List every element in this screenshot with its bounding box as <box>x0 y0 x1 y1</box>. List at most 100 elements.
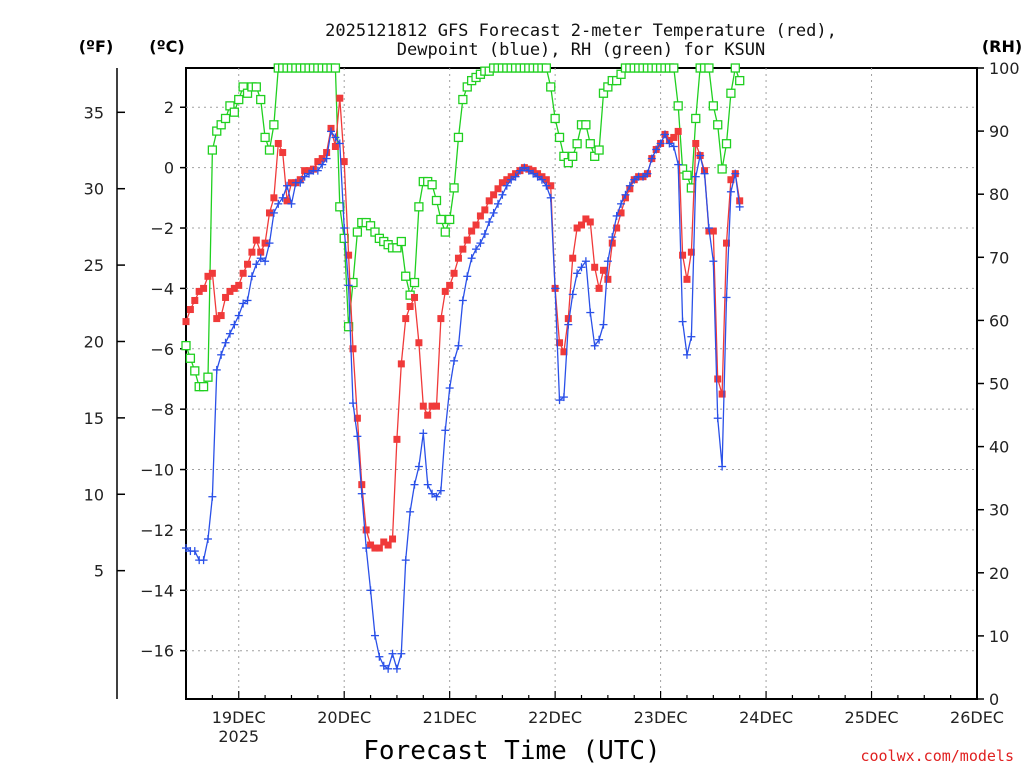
rh-point <box>181 340 191 351</box>
temperature-point <box>367 541 375 549</box>
dewpoint-point <box>243 296 252 305</box>
rh-point <box>704 63 714 73</box>
temperature-point <box>182 318 190 326</box>
temperature-point <box>446 281 454 289</box>
rh-point <box>431 195 442 206</box>
dewpoint-point <box>190 547 199 556</box>
dewpoint-point <box>287 199 296 208</box>
temperature-point <box>586 218 594 226</box>
rh-point <box>546 82 556 92</box>
temperature-point <box>459 245 467 253</box>
fahrenheit-tick-label: 15 <box>84 409 104 428</box>
dewpoint-point <box>217 350 226 359</box>
rh-point <box>335 202 345 212</box>
dewpoint-point <box>397 649 406 658</box>
dewpoint-point <box>340 224 349 233</box>
dewpoint-point <box>463 272 472 281</box>
rh-tick-label: 20 <box>989 564 1009 583</box>
dewpoint-point <box>428 489 437 498</box>
dewpoint-series <box>182 127 744 673</box>
temperature-point <box>674 127 682 135</box>
dewpoint-point <box>691 172 700 181</box>
temperature-point <box>582 215 590 223</box>
dewpoint-point <box>230 320 239 329</box>
dewpoint-point <box>476 239 485 248</box>
x-tick-label: 20DEC <box>317 708 371 727</box>
temperature-point <box>314 158 322 166</box>
rh-point <box>251 82 261 92</box>
rh-point <box>669 63 679 73</box>
dewpoint-point <box>511 172 520 181</box>
rh-point <box>550 113 560 124</box>
dewpoint-point <box>669 142 678 151</box>
dewpoint-point <box>568 290 577 299</box>
x-tick-label: 24DEC <box>739 708 793 727</box>
rh-point <box>713 120 723 130</box>
dewpoint-point <box>617 199 626 208</box>
dewpoint-point <box>704 224 713 233</box>
dewpoint-point <box>515 166 524 175</box>
temperature-point <box>230 284 238 292</box>
dewpoint-point <box>410 480 419 489</box>
chart-title-line-1: 2025121812 GFS Forecast 2-meter Temperat… <box>325 21 837 41</box>
dewpoint-point <box>401 556 410 565</box>
credit-link[interactable]: coolwx.com/models <box>860 747 1014 765</box>
dewpoint-point <box>700 169 709 178</box>
temperature-point <box>345 251 353 259</box>
dewpoint-point <box>647 154 656 163</box>
dewpoint-point <box>502 181 511 190</box>
fahrenheit-tick-label: 25 <box>84 256 104 275</box>
x-tick-sublabel: 2025 <box>218 727 259 746</box>
rh-point <box>234 94 244 105</box>
dewpoint-point <box>595 335 604 344</box>
dewpoint-point <box>520 163 529 172</box>
dewpoint-point <box>327 127 336 136</box>
temperature-point <box>204 272 212 280</box>
dewpoint-point <box>660 130 669 139</box>
rh-point <box>581 120 591 130</box>
temperature-point <box>692 139 700 147</box>
temperature-point <box>718 390 726 398</box>
dewpoint-point <box>498 190 507 199</box>
temperature-point <box>494 185 502 193</box>
dewpoint-point <box>590 341 599 350</box>
rh-point <box>436 214 446 225</box>
temperature-point <box>723 239 731 247</box>
dewpoint-point <box>375 652 384 661</box>
dewpoint-point <box>564 320 573 329</box>
dewpoint-point <box>322 154 331 163</box>
dewpoint-point <box>612 211 621 220</box>
celsius-tick-label: 2 <box>164 98 174 117</box>
temperature-point <box>595 284 603 292</box>
rh-point <box>458 94 468 105</box>
rh-point <box>673 101 683 111</box>
temperature-point <box>380 538 388 546</box>
celsius-tick-label: −8 <box>150 400 174 419</box>
dewpoint-point <box>652 145 661 154</box>
dewpoint-point <box>353 432 362 441</box>
dewpoint-point <box>735 202 744 211</box>
dewpoint-point <box>256 254 265 263</box>
dewpoint-point <box>388 649 397 658</box>
dewpoint-point <box>203 534 212 543</box>
celsius-tick-label: −12 <box>140 521 174 540</box>
temperature-point <box>454 254 462 262</box>
rh-tick-label: 50 <box>989 375 1009 394</box>
dewpoint-point <box>441 426 450 435</box>
dewpoint-point <box>423 480 432 489</box>
temperature-point <box>222 293 230 301</box>
temperature-point <box>362 526 370 534</box>
temperature-point <box>252 236 260 244</box>
fahrenheit-tick-label: 10 <box>84 485 104 504</box>
rh-tick-label: 60 <box>989 311 1009 330</box>
temperature-point <box>727 176 735 184</box>
temperature-point <box>261 239 269 247</box>
dewpoint-point <box>709 257 718 266</box>
temperature-point <box>208 269 216 277</box>
temperature-point <box>679 251 687 259</box>
dewpoint-point <box>625 181 634 190</box>
dewpoint-point <box>682 350 691 359</box>
dewpoint-point <box>261 257 270 266</box>
dewpoint-point <box>639 172 648 181</box>
temperature-point <box>687 248 695 256</box>
